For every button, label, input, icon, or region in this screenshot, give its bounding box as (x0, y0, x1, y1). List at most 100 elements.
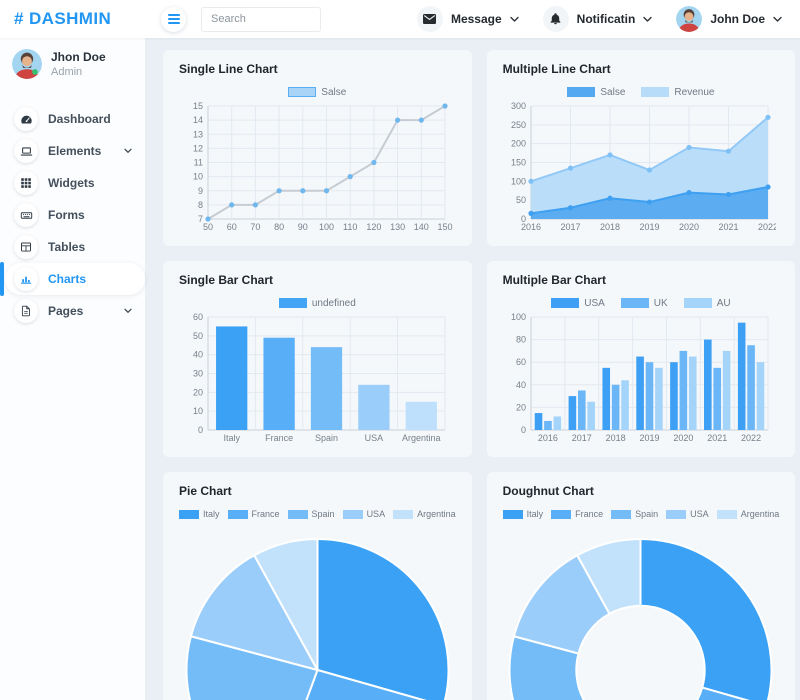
sidebar-item-pages[interactable]: Pages (0, 295, 145, 327)
hamburger-icon (167, 14, 180, 24)
legend-swatch (641, 87, 670, 97)
legend-item[interactable]: USA (666, 509, 709, 519)
legend-item[interactable]: France (551, 509, 603, 519)
sidebar-menu: Dashboard Elements Widgets Forms (0, 103, 145, 327)
legend-label: Argentina (740, 509, 780, 519)
svg-text:100: 100 (511, 176, 526, 186)
svg-text:0: 0 (521, 214, 526, 224)
profile-role: Admin (51, 66, 83, 78)
single-line-chart-canvas[interactable]: 7 8 9 10 11 12 13 14 15 50 60 70 80 90 100 110 120 130 140… (182, 102, 453, 234)
main-content: Single Line Chart Salse 7 8 9 10 11 12 13 14 15 5… (145, 38, 800, 700)
chart-title: Single Line Chart (179, 62, 278, 76)
legend-swatch (227, 509, 248, 519)
svg-text:2017: 2017 (561, 222, 581, 232)
svg-text:13: 13 (193, 129, 203, 139)
legend-item[interactable]: USA (342, 509, 385, 519)
sidebar-item-widgets[interactable]: Widgets (0, 167, 145, 199)
legend-label: Italy (203, 509, 220, 519)
svg-text:80: 80 (274, 222, 284, 232)
legend-label: Italy (526, 509, 544, 519)
legend-label: Revenue (674, 86, 715, 98)
legend-item[interactable]: Italy (502, 509, 544, 519)
legend-item[interactable]: Argentina (716, 509, 780, 519)
sidebar-item-elements[interactable]: Elements (0, 135, 145, 167)
chart-legend: USA UK AU (503, 297, 780, 309)
legend-item[interactable]: Argentina (393, 509, 456, 519)
legend-item[interactable]: Spain (611, 509, 658, 519)
svg-text:Italy: Italy (223, 433, 240, 443)
legend-item[interactable]: Italy (179, 509, 220, 519)
search-input[interactable] (201, 6, 321, 32)
svg-text:2022: 2022 (758, 222, 776, 232)
single-bar-chart-canvas[interactable]: 0 10 20 30 40 50 60 Italy France Spain USA Argentin… (182, 313, 453, 445)
legend-swatch (179, 509, 199, 519)
app-logo[interactable]: # DASHMIN (0, 9, 145, 29)
message-menu-button[interactable]: Message (416, 6, 519, 32)
legend-item[interactable]: UK (620, 297, 668, 309)
legend-label: undefined (311, 297, 356, 309)
svg-text:Argentina: Argentina (402, 433, 441, 443)
chart-legend: undefined (179, 297, 456, 309)
svg-text:10: 10 (193, 172, 203, 182)
legend-item[interactable]: USA (551, 298, 605, 309)
card-multiple-bar-chart: Multiple Bar Chart USA UK AU 0 20 40 60 80 100 2… (486, 261, 796, 457)
chart-title: Single Bar Chart (179, 273, 274, 287)
multiple-bar-chart-canvas[interactable]: 0 20 40 60 80 100 2016 2017 2018 2019 2020 2021 2022 (505, 313, 776, 445)
svg-text:50: 50 (203, 222, 213, 232)
svg-text:60: 60 (193, 313, 203, 322)
svg-text:140: 140 (414, 222, 429, 232)
doughnut-chart-canvas[interactable] (505, 524, 776, 700)
sidebar-item-forms[interactable]: Forms (0, 199, 145, 231)
svg-text:60: 60 (516, 357, 526, 367)
laptop-icon (14, 139, 38, 163)
legend-label: USA (690, 509, 709, 519)
card-single-bar-chart: Single Bar Chart undefined 0 10 20 30 40 50 60… (163, 261, 472, 457)
chart-title: Multiple Bar Chart (502, 273, 606, 287)
tachometer-icon (14, 107, 38, 131)
table-icon (14, 235, 38, 259)
active-indicator-bar (0, 262, 4, 296)
legend-item[interactable]: Salse (288, 87, 346, 98)
svg-text:50: 50 (193, 331, 203, 341)
svg-text:300: 300 (511, 102, 526, 111)
legend-swatch (551, 509, 572, 519)
legend-item[interactable]: AU (683, 298, 731, 309)
svg-text:90: 90 (298, 222, 308, 232)
legend-item[interactable]: undefined (278, 297, 356, 309)
charts-grid: Single Line Chart Salse 7 8 9 10 11 12 13 14 15 5… (163, 50, 796, 700)
chart-legend: Italy France Spain USA Argentina (179, 508, 456, 520)
svg-text:80: 80 (516, 335, 526, 345)
legend-item[interactable]: Spain (287, 509, 335, 519)
sidebar-item-label: Pages (48, 304, 84, 318)
sidebar-toggle-button[interactable] (161, 6, 186, 32)
sidebar: Jhon Doe Admin Dashboard Elements Widget… (0, 38, 145, 700)
user-menu-button[interactable]: John Doe (676, 6, 782, 32)
chevron-down-icon (124, 308, 132, 314)
chevron-down-icon (773, 16, 782, 23)
svg-text:USA: USA (364, 433, 383, 443)
sidebar-profile[interactable]: Jhon Doe Admin (0, 38, 145, 87)
svg-text:8: 8 (198, 200, 203, 210)
chart-bar-icon (14, 267, 38, 291)
sidebar-item-dashboard[interactable]: Dashboard (0, 103, 145, 135)
multiple-line-chart-canvas[interactable]: 0 50 100 150 200 250 300 2016 2017 2018 2019 2020 20… (505, 102, 776, 234)
svg-text:40: 40 (193, 350, 203, 360)
svg-text:11: 11 (193, 158, 202, 168)
svg-text:70: 70 (250, 222, 260, 232)
legend-label: UK (653, 297, 668, 309)
chart-title: Multiple Line Chart (502, 62, 611, 76)
chevron-down-icon (643, 16, 653, 23)
user-avatar (676, 6, 703, 32)
svg-text:2016: 2016 (521, 222, 541, 232)
grid-icon (14, 171, 38, 195)
legend-swatch (620, 298, 649, 308)
sidebar-item-charts[interactable]: Charts (0, 262, 145, 296)
notification-menu-button[interactable]: Notificatin (542, 6, 653, 32)
legend-item[interactable]: France (227, 509, 280, 519)
sidebar-item-tables[interactable]: Tables (0, 231, 145, 263)
chart-legend: Salse (179, 86, 456, 98)
pie-chart-canvas[interactable] (182, 524, 453, 700)
legend-item[interactable]: Revenue (641, 87, 714, 98)
legend-item[interactable]: Salse (567, 87, 625, 98)
chevron-down-icon (124, 148, 132, 154)
